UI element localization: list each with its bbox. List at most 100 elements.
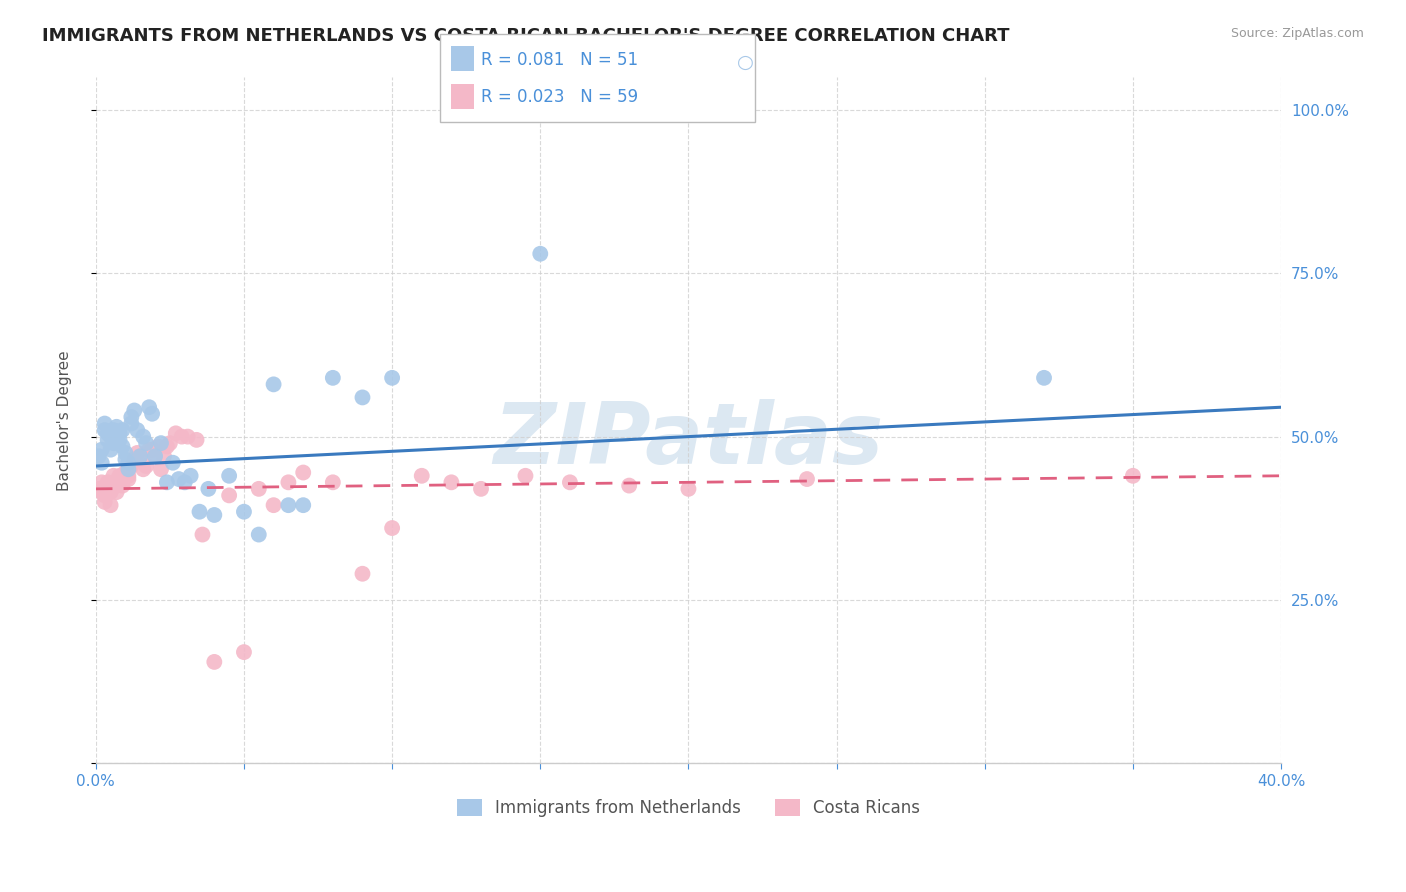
Point	[153, 449, 176, 463]
Point	[143, 449, 166, 463]
Point	[105, 478, 128, 492]
Y-axis label: Bachelor's Degree: Bachelor's Degree	[58, 350, 72, 491]
Point	[90, 442, 112, 457]
Point	[617, 478, 640, 492]
Point	[97, 433, 120, 447]
Point	[100, 498, 122, 512]
Point	[90, 456, 112, 470]
Point	[105, 485, 128, 500]
Point	[124, 452, 146, 467]
Point	[352, 566, 374, 581]
Text: R = 0.081   N = 51: R = 0.081 N = 51	[481, 51, 638, 69]
Point	[120, 417, 142, 431]
Point	[138, 401, 160, 415]
Point	[141, 442, 163, 457]
Point	[114, 446, 136, 460]
Point	[411, 468, 433, 483]
Point	[277, 498, 299, 512]
Point	[93, 423, 115, 437]
Point	[162, 456, 184, 470]
Point	[381, 371, 404, 385]
Point	[138, 442, 160, 457]
Point	[149, 462, 172, 476]
Point	[117, 456, 139, 470]
Point	[129, 449, 152, 463]
Point	[111, 472, 134, 486]
Text: ZIPatlas: ZIPatlas	[494, 400, 883, 483]
Point	[188, 505, 211, 519]
Point	[117, 472, 139, 486]
Point	[149, 436, 172, 450]
Point	[103, 468, 125, 483]
Point	[117, 462, 139, 476]
Point	[180, 468, 202, 483]
Point	[108, 475, 131, 490]
Point	[111, 478, 134, 492]
Point	[247, 482, 270, 496]
Point	[114, 466, 136, 480]
Point	[87, 482, 110, 496]
Point	[87, 449, 110, 463]
Point	[173, 475, 195, 490]
Point	[170, 429, 193, 443]
Text: Source: ZipAtlas.com: Source: ZipAtlas.com	[1230, 27, 1364, 40]
Point	[440, 475, 463, 490]
Text: R = 0.023   N = 59: R = 0.023 N = 59	[481, 88, 638, 106]
Point	[117, 468, 139, 483]
Point	[111, 423, 134, 437]
Legend: Immigrants from Netherlands, Costa Ricans: Immigrants from Netherlands, Costa Rican…	[450, 792, 927, 823]
Point	[97, 478, 120, 492]
Point	[159, 436, 181, 450]
Point	[129, 449, 152, 463]
Point	[114, 468, 136, 483]
Point	[100, 485, 122, 500]
Point	[105, 429, 128, 443]
Point	[352, 391, 374, 405]
Point	[90, 475, 112, 490]
Point	[529, 246, 551, 260]
Point	[146, 439, 169, 453]
Point	[135, 458, 157, 473]
Point	[233, 645, 256, 659]
Point	[103, 475, 125, 490]
Point	[141, 407, 163, 421]
Point	[202, 508, 225, 522]
Point	[143, 449, 166, 463]
Point	[322, 475, 344, 490]
Point	[277, 475, 299, 490]
Point	[124, 403, 146, 417]
Point	[191, 527, 214, 541]
Point	[165, 426, 187, 441]
Point	[120, 410, 142, 425]
Point	[470, 482, 492, 496]
Point	[156, 475, 179, 490]
Point	[197, 482, 219, 496]
Point	[97, 426, 120, 441]
Point	[292, 498, 315, 512]
Point	[93, 488, 115, 502]
Point	[263, 377, 285, 392]
Point	[796, 472, 818, 486]
Point	[108, 468, 131, 483]
Point	[176, 429, 198, 443]
Point	[97, 475, 120, 490]
Point	[103, 436, 125, 450]
Point	[381, 521, 404, 535]
Point	[1122, 468, 1144, 483]
Point	[103, 423, 125, 437]
Point	[156, 439, 179, 453]
Point	[263, 498, 285, 512]
Point	[111, 439, 134, 453]
Point	[127, 423, 149, 437]
Point	[322, 371, 344, 385]
Point	[127, 446, 149, 460]
Point	[135, 436, 157, 450]
Point	[515, 468, 537, 483]
Point	[114, 452, 136, 467]
Point	[132, 429, 155, 443]
Point	[292, 466, 315, 480]
Point	[167, 472, 190, 486]
Point	[93, 417, 115, 431]
Point	[108, 426, 131, 441]
Point	[218, 488, 240, 502]
